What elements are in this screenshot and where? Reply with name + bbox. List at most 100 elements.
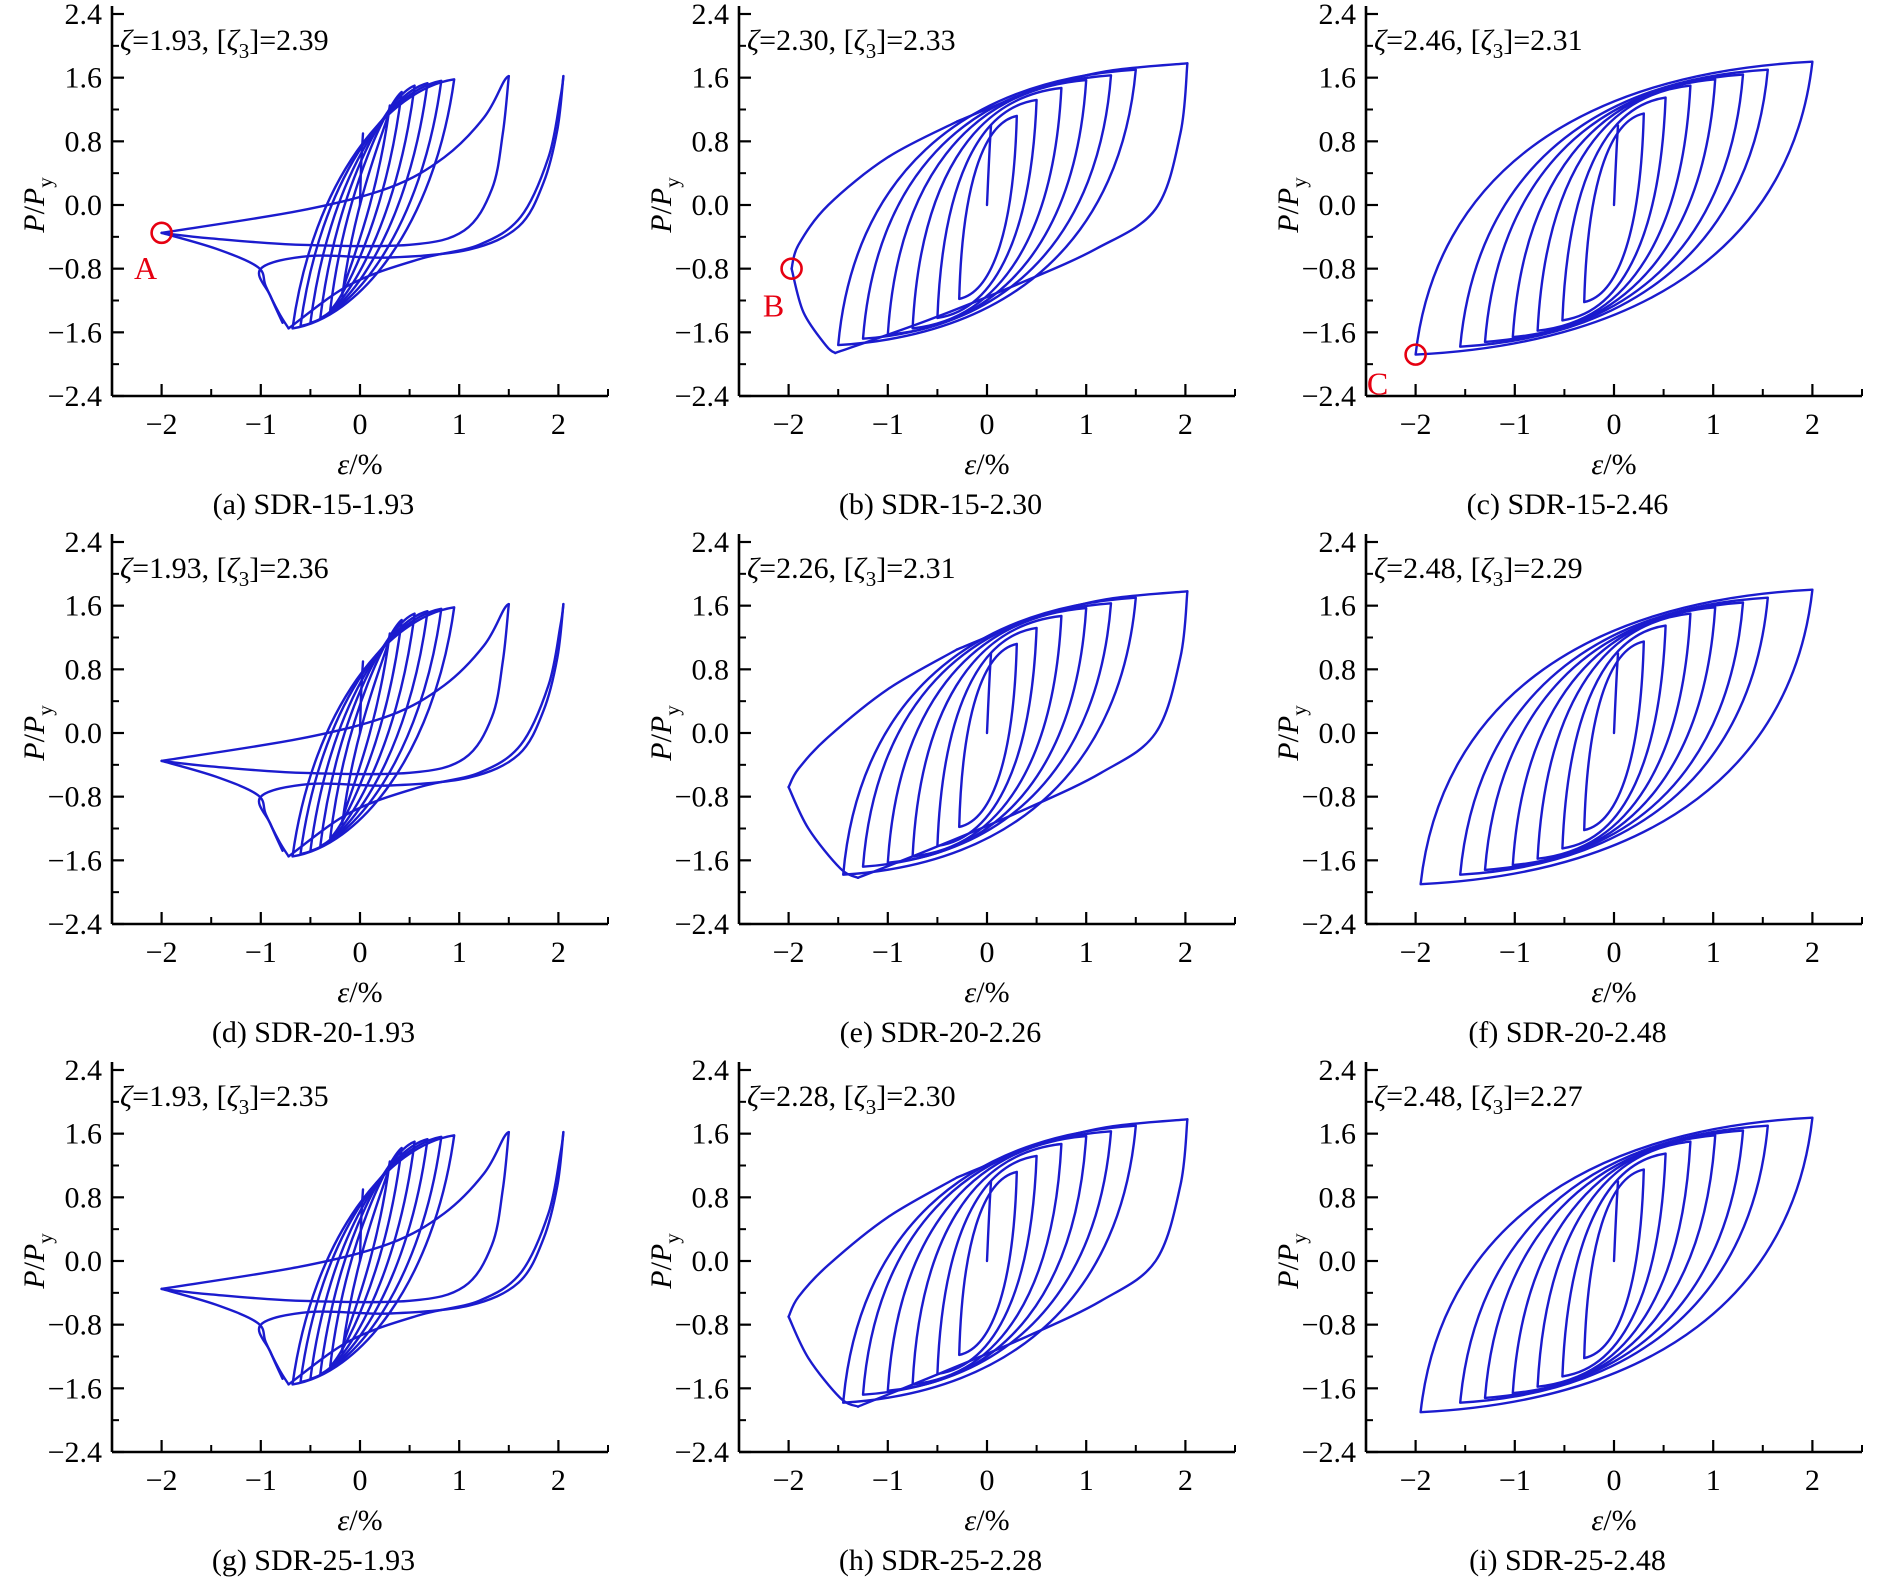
y-axis-label: P/Py: [645, 705, 684, 762]
y-tick-label: 1.6: [692, 62, 730, 95]
hysteresis-loop: [319, 84, 416, 320]
y-tick-label: −2.4: [1302, 1436, 1356, 1469]
y-axis-label: P/Py: [1272, 1233, 1311, 1290]
x-tick-label: −1: [1499, 936, 1531, 969]
y-tick-label: −2.4: [675, 908, 729, 941]
y-tick-label: 1.6: [1319, 590, 1357, 623]
subplot-e-caption: (e) SDR-20-2.26: [839, 1016, 1042, 1049]
y-tick-label: 0.8: [1319, 125, 1357, 158]
hysteresis-loop: [1561, 1152, 1667, 1378]
y-tick-label: −2.4: [675, 380, 729, 413]
x-tick-label: −1: [872, 936, 904, 969]
hysteresis-loop: [1583, 112, 1645, 304]
y-tick-label: −0.8: [1302, 1309, 1356, 1342]
hysteresis-curve: [787, 648, 959, 789]
hysteresis-loop: [329, 90, 403, 312]
x-tick-label: 2: [1178, 408, 1193, 441]
y-axis-label: P/Py: [18, 705, 57, 762]
hysteresis-curve: [160, 1130, 510, 1304]
point-marker-label: B: [763, 288, 784, 324]
x-axis-label: ε/%: [1591, 1504, 1636, 1537]
zeta-annotation: ζ=2.48, [ζ3]=2.29: [1374, 552, 1583, 591]
hysteresis-loop: [1561, 624, 1667, 850]
hysteresis-curve: [160, 231, 290, 330]
x-tick-label: 0: [1607, 936, 1622, 969]
hysteresis-loop: [936, 626, 1038, 848]
subplot-g: −2 −1 0 1 2 2.4 1.6 0.8 0.0 −0.8 −1.6 −2.4 ε/% P/Py ζ=…: [0, 1056, 627, 1584]
y-tick-label: 2.4: [692, 0, 730, 31]
hysteresis-curve: [956, 590, 1189, 651]
hysteresis-curve: [160, 74, 510, 248]
hysteresis-loop: [842, 1124, 1137, 1404]
hysteresis-loop: [1419, 588, 1814, 886]
y-tick-label: −0.8: [675, 781, 729, 814]
x-tick-label: −1: [245, 408, 277, 441]
point-marker-circle: [150, 221, 173, 245]
x-tick-label: −1: [1499, 408, 1531, 441]
y-tick-label: 1.6: [692, 1118, 730, 1151]
hysteresis-curve: [257, 1130, 565, 1380]
x-tick-label: −2: [146, 1464, 178, 1497]
y-tick-label: −1.6: [675, 316, 729, 349]
y-tick-label: −1.6: [48, 316, 102, 349]
y-tick-label: −0.8: [675, 1309, 729, 1342]
y-tick-label: 0.0: [65, 189, 103, 222]
y-tick-label: 2.4: [1319, 0, 1357, 31]
y-axis-label: P/Py: [1272, 177, 1311, 234]
hysteresis-loop: [1536, 1140, 1692, 1388]
y-tick-label: −0.8: [675, 253, 729, 286]
hysteresis-curve: [985, 652, 993, 735]
x-axis-label: ε/%: [964, 1504, 1009, 1537]
x-tick-label: 0: [980, 1464, 995, 1497]
hysteresis-curve: [160, 1287, 290, 1386]
subplot-a-caption: (a) SDR-15-1.93: [212, 488, 415, 521]
zeta-annotation: ζ=2.30, [ζ3]=2.33: [747, 24, 956, 63]
zeta-annotation: ζ=1.93, [ζ3]=2.39: [120, 24, 329, 63]
hysteresis-loop: [861, 74, 1113, 340]
x-tick-label: 2: [1178, 936, 1193, 969]
point-marker-label: C: [1367, 366, 1388, 402]
subplot-b-plot: −2 −1 0 1 2 2.4 1.6 0.8 0.0 −0.8 −1.6 −2.4 ε/% P/Py ζ=…: [645, 0, 1236, 481]
subplot-a: −2 −1 0 1 2 2.4 1.6 0.8 0.0 −0.8 −1.6 −2.4 ε/% P/Py ζ=…: [0, 0, 627, 528]
hysteresis-loop: [886, 606, 1088, 864]
subplot-d-plot: −2 −1 0 1 2 2.4 1.6 0.8 0.0 −0.8 −1.6 −2.4 ε/% P/Py ζ=…: [18, 528, 609, 1009]
hysteresis-curve: [790, 267, 837, 355]
y-tick-label: −0.8: [48, 1309, 102, 1342]
x-tick-label: 2: [551, 936, 566, 969]
hysteresis-loop: [299, 1135, 443, 1384]
y-tick-label: 1.6: [65, 62, 103, 95]
hysteresis-curve: [257, 602, 565, 852]
x-tick-label: 2: [1805, 408, 1820, 441]
x-axis-label: ε/%: [1591, 976, 1636, 1009]
y-tick-label: 0.0: [1319, 717, 1357, 750]
subplot-d: −2 −1 0 1 2 2.4 1.6 0.8 0.0 −0.8 −1.6 −2.4 ε/% P/Py ζ=…: [0, 528, 627, 1056]
hysteresis-loop: [319, 1140, 416, 1376]
x-tick-label: 1: [452, 408, 467, 441]
x-tick-label: 0: [353, 1464, 368, 1497]
y-tick-label: −1.6: [675, 1372, 729, 1405]
x-tick-label: 1: [1079, 936, 1094, 969]
hysteresis-loop: [291, 78, 456, 330]
x-axis-label: ε/%: [1591, 448, 1636, 481]
x-tick-label: −2: [146, 408, 178, 441]
y-tick-label: 2.4: [1319, 1056, 1357, 1087]
hysteresis-loop: [1511, 78, 1717, 339]
x-tick-label: 0: [980, 936, 995, 969]
y-tick-label: 0.8: [692, 653, 730, 686]
y-tick-label: −0.8: [1302, 781, 1356, 814]
hysteresis-curve: [1612, 652, 1620, 735]
y-tick-label: −2.4: [48, 1436, 102, 1469]
x-tick-label: 2: [551, 1464, 566, 1497]
y-tick-label: 0.0: [65, 717, 103, 750]
zeta-annotation: ζ=2.46, [ζ3]=2.31: [1374, 24, 1583, 63]
y-tick-label: 2.4: [65, 528, 103, 559]
subplot-i: −2 −1 0 1 2 2.4 1.6 0.8 0.0 −0.8 −1.6 −2.4 ε/% P/Py ζ=…: [1254, 1056, 1881, 1584]
hysteresis-loop: [936, 98, 1038, 320]
hysteresis-curve: [160, 1130, 510, 1291]
subplot-c-plot: −2 −1 0 1 2 2.4 1.6 0.8 0.0 −0.8 −1.6 −2.4 ε/% P/Py ζ=…: [1272, 0, 1863, 481]
hysteresis-curve: [160, 602, 510, 776]
hysteresis-loop: [1483, 601, 1745, 872]
subplot-d-caption: (d) SDR-20-1.93: [211, 1016, 416, 1049]
x-tick-label: 0: [980, 408, 995, 441]
y-tick-label: −1.6: [675, 844, 729, 877]
